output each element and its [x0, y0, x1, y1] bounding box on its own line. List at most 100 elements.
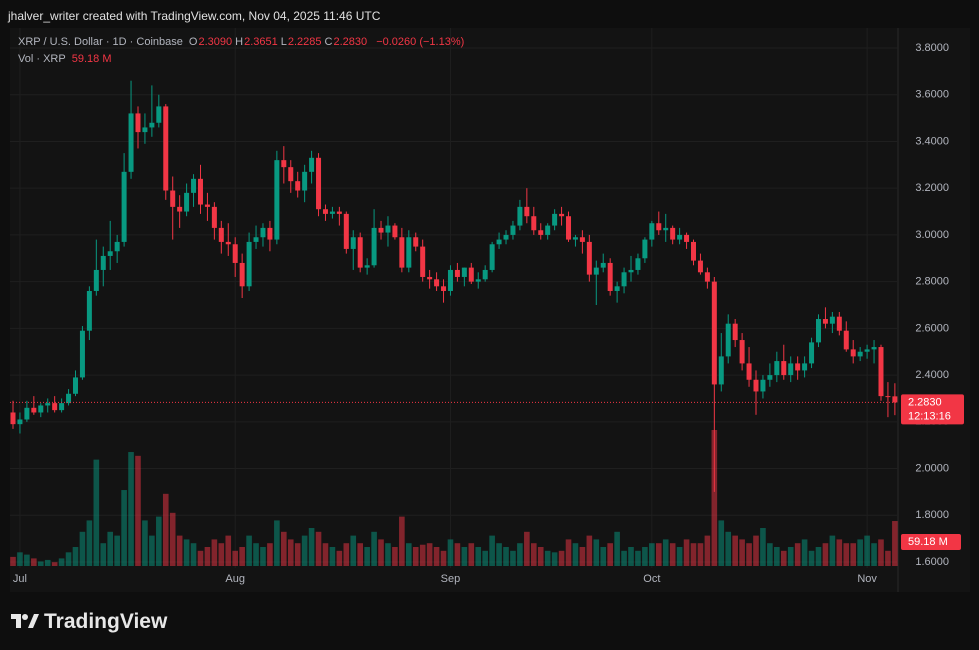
candle-body — [211, 206, 217, 228]
candle-body — [371, 227, 377, 266]
volume-bar — [850, 543, 857, 566]
volume-bar — [447, 539, 454, 566]
candle-body — [628, 269, 634, 273]
candle-body — [461, 267, 467, 277]
volume-bar — [350, 535, 357, 566]
candle-body — [635, 258, 641, 270]
y-tick-label: 2.4000 — [915, 369, 949, 381]
candle-body — [295, 181, 301, 191]
candle-body — [177, 206, 183, 212]
volume-bar — [281, 531, 287, 566]
volume-bar — [697, 543, 704, 566]
candle-body — [642, 239, 648, 259]
y-tick-label: 3.8000 — [915, 42, 949, 54]
volume-bar — [253, 543, 259, 566]
candle-body — [218, 227, 224, 242]
volume-bar — [461, 547, 468, 566]
volume-bar — [871, 543, 877, 566]
change: −0.0260 (−1.13%) — [376, 36, 465, 48]
volume-bar — [739, 539, 745, 566]
candle-body — [399, 237, 405, 268]
candle-body — [538, 230, 544, 235]
candle-body — [468, 267, 474, 282]
candle-body — [559, 213, 565, 217]
volume-title[interactable]: Vol · XRP — [18, 53, 66, 65]
ohlc-key: H — [235, 36, 244, 48]
volume-bar — [412, 547, 419, 566]
volume-bar — [51, 562, 58, 566]
volume-bar — [829, 535, 836, 566]
volume-bar — [774, 547, 780, 566]
volume-bar — [204, 547, 211, 566]
volume-bar — [565, 539, 572, 566]
candle-body — [281, 160, 287, 168]
volume-bar — [760, 528, 766, 566]
chart: 1.60001.80002.00002.20002.40002.60002.80… — [10, 28, 964, 592]
candle-body — [482, 269, 488, 280]
volume-bar — [843, 543, 850, 566]
candle-body — [496, 239, 502, 245]
candle-body — [86, 290, 92, 331]
y-tick-label: 2.6000 — [915, 322, 949, 334]
volume-bar — [586, 535, 593, 566]
candle-body — [128, 113, 134, 172]
volume-bar — [426, 543, 433, 566]
candle-body — [739, 340, 745, 364]
volume-bar — [892, 521, 898, 566]
candle-body — [24, 407, 30, 420]
volume-bar — [169, 512, 176, 566]
volume-bar — [336, 550, 343, 566]
volume-bar — [801, 539, 808, 566]
symbol[interactable]: XRP / U.S. Dollar · 1D · Coinbase — [18, 36, 183, 48]
candle-body — [135, 113, 141, 133]
x-tick-label: Sep — [441, 573, 461, 585]
brand-logo — [11, 614, 39, 628]
volume-bar — [100, 543, 107, 566]
volume-bar — [857, 539, 863, 566]
candle-body — [156, 106, 162, 123]
volume-bar — [176, 535, 183, 566]
candle-body — [434, 279, 440, 287]
volume-bar — [621, 550, 627, 566]
volume-bar — [114, 535, 120, 566]
candle-body — [815, 319, 821, 343]
volume-bar — [878, 539, 884, 566]
volume-bar — [392, 547, 398, 566]
volume-bar — [10, 556, 16, 566]
candle-body — [767, 375, 773, 380]
volume-label-box — [901, 534, 961, 551]
volume-bar — [149, 535, 155, 566]
volume-bar — [58, 558, 65, 566]
candle-body — [892, 396, 898, 403]
volume-bar — [225, 535, 232, 566]
volume-bar — [524, 531, 530, 566]
candle-body — [510, 225, 516, 235]
candle-body — [260, 227, 266, 238]
volume-bar — [440, 550, 447, 566]
candle-body — [836, 316, 842, 331]
candle-body — [531, 216, 537, 231]
volume-bar — [301, 535, 308, 566]
volume-bar — [649, 543, 655, 566]
ohlc-value: 2.2285 — [287, 36, 322, 48]
candle-body — [343, 213, 349, 249]
volume-bar — [635, 550, 641, 566]
candle-body — [753, 379, 759, 392]
candle-body — [718, 356, 724, 385]
candle-body — [239, 262, 245, 287]
candle-body — [781, 361, 787, 376]
header: jhalver_writer created with TradingView.… — [8, 9, 381, 23]
volume-bar — [86, 520, 93, 566]
candle-body — [267, 227, 273, 240]
ohlc-key: L — [280, 36, 287, 48]
legend: XRP / U.S. Dollar · 1D · Coinbase O2.309… — [18, 36, 467, 48]
candle-body — [566, 216, 572, 240]
volume-bar — [93, 459, 100, 566]
volume-bar — [475, 547, 482, 566]
volume-bar — [17, 552, 23, 566]
candle-body — [114, 241, 120, 252]
candle-body — [197, 178, 203, 205]
candle-body — [822, 319, 828, 324]
candle-body — [378, 227, 384, 233]
candle-body — [385, 225, 391, 233]
